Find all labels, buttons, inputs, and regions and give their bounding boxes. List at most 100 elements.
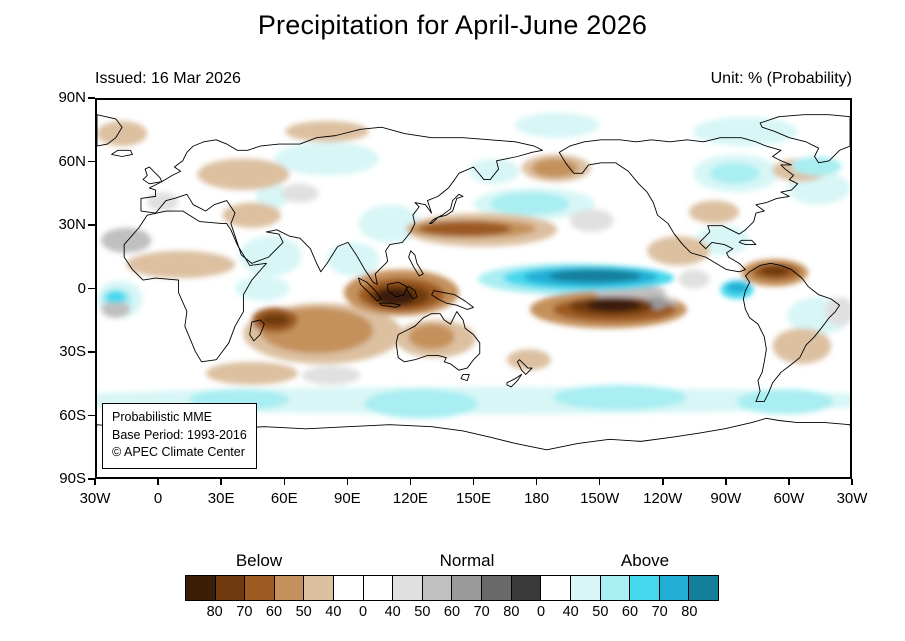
x-axis-label: 90E	[333, 490, 361, 507]
landmass	[111, 149, 133, 157]
y-axis-tick	[88, 160, 95, 163]
anomaly-region-above-40	[327, 242, 380, 276]
x-axis-label: 150E	[455, 490, 492, 507]
colorbar-tick-label: 60	[265, 604, 283, 620]
colorbar-tick-label: 70	[473, 604, 490, 620]
landmass	[558, 137, 799, 273]
landmass-antarctica	[97, 417, 850, 477]
x-axis-label: 180	[524, 490, 550, 507]
anomaly-region-normal-40	[824, 296, 850, 327]
x-axis-tick	[472, 479, 475, 485]
anomaly-region-normal-40	[281, 183, 319, 203]
anomaly-region-above-40	[274, 141, 380, 176]
issued-label: Issued: 16 Mar 2026	[95, 70, 241, 87]
legend-category-below: Below	[235, 551, 283, 570]
colorbar-tick-label: 50	[414, 604, 431, 620]
colorbar-cell	[392, 575, 423, 601]
y-axis-tick	[88, 478, 95, 480]
x-axis-tick	[598, 479, 601, 485]
y-axis-tick	[88, 287, 95, 290]
y-axis-label: 90N	[58, 89, 86, 106]
anomaly-region-above-40	[239, 236, 302, 276]
x-axis-tick	[788, 479, 790, 485]
landmass	[387, 281, 408, 298]
anomaly-region-below-40	[647, 236, 710, 266]
anomaly-region-above-50	[552, 384, 687, 411]
anomaly-region-above-50	[490, 192, 570, 216]
colorbar-tick-label: 70	[651, 604, 668, 620]
colorbar-cell	[658, 575, 690, 601]
colorbar-tick-label: 80	[206, 604, 223, 620]
colorbar-tick-label: 0	[536, 604, 546, 620]
anomaly-region-above-50	[737, 389, 834, 415]
anomaly-region-above-70	[726, 282, 748, 293]
x-axis-tick	[851, 479, 853, 485]
map-subheader: Issued: 16 Mar 2026 Unit: % (Probability…	[95, 70, 852, 88]
colorbar-cell	[599, 575, 631, 601]
colorbar-cell	[273, 575, 305, 601]
inset-line-model: Probabilistic MME	[112, 409, 213, 424]
anomaly-region-below-40	[222, 202, 282, 228]
colorbar-cell	[421, 575, 453, 601]
anomaly-region-above-40	[235, 275, 290, 302]
anomaly-region-normal-40	[678, 269, 710, 289]
x-axis-label: 150W	[580, 490, 620, 507]
anomaly-region-below-40	[126, 250, 236, 279]
x-axis-label: 30W	[836, 490, 868, 507]
y-axis-label: 90S	[59, 470, 86, 487]
colorbar-tick-label: 50	[295, 604, 312, 620]
landmass	[431, 290, 474, 310]
colorbar-tick-label: 70	[236, 604, 253, 620]
world-map-svg	[97, 112, 850, 477]
anomaly-region-below-70	[260, 313, 290, 327]
colorbar-cell	[629, 575, 660, 601]
x-axis-tick	[94, 479, 96, 485]
anomaly-region-below-50	[532, 158, 579, 178]
colorbar-tick-label: 80	[503, 604, 520, 620]
anomaly-region-above-50	[709, 162, 760, 184]
landmass	[395, 311, 481, 371]
anomaly-region-normal-50	[101, 227, 152, 253]
anomaly-region-below-60	[419, 221, 512, 237]
landmass	[140, 126, 543, 285]
anomaly-region-normal-50	[101, 301, 131, 318]
colorbar-cell	[244, 575, 275, 601]
landmass	[759, 114, 850, 164]
landmass	[742, 262, 841, 403]
probability-shading	[97, 112, 850, 419]
landmass	[429, 193, 464, 225]
unit-label: Unit: % (Probability)	[710, 70, 852, 87]
x-axis-label: 120W	[643, 490, 683, 507]
anomaly-region-above-50	[791, 156, 842, 176]
y-axis-label: 30N	[58, 216, 86, 233]
legend-category-normal: Normal	[439, 551, 495, 570]
colorbar-tick-label: 60	[621, 604, 639, 620]
colorbar-cell	[481, 575, 512, 601]
anomaly-region-above-40	[515, 112, 600, 138]
landmass	[506, 373, 523, 388]
anomaly-region-below-40	[197, 158, 290, 191]
anomaly-region-below-40	[772, 328, 832, 364]
anomaly-region-above-80	[548, 269, 641, 283]
y-axis-tick	[88, 414, 95, 417]
anomaly-region-above-40	[255, 183, 290, 209]
coastlines	[97, 114, 850, 477]
x-axis-tick	[346, 479, 349, 485]
y-axis-label: 60S	[59, 406, 86, 424]
x-axis-label: 60E	[270, 490, 298, 507]
colorbar-cell	[569, 575, 601, 601]
colorbar	[185, 575, 719, 601]
colorbar-tick-label: 40	[325, 604, 342, 620]
x-axis-tick	[157, 479, 159, 485]
anomaly-region-below-40	[205, 361, 298, 385]
y-axis-label: 60N	[58, 152, 86, 170]
y-axis-label: 30S	[59, 343, 86, 360]
anomaly-region-below-40	[285, 120, 369, 142]
x-axis-label: 120E	[392, 490, 428, 507]
map-inset-box: Probabilistic MME Base Period: 1993-2016…	[102, 402, 257, 469]
colorbar-cell	[540, 575, 571, 601]
anomaly-region-above-40	[693, 116, 798, 147]
anomaly-region-below-40	[688, 200, 740, 224]
anomaly-region-below-70	[760, 265, 790, 276]
landmass	[123, 210, 267, 363]
